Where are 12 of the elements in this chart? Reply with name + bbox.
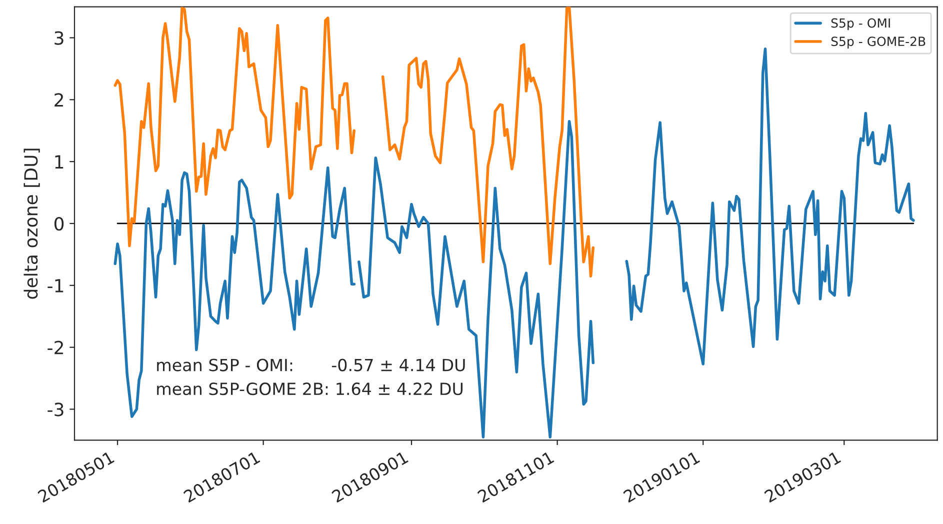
y-tick-label: -3 xyxy=(48,402,64,416)
y-tick-label: 3 xyxy=(54,31,64,45)
y-tick-label: 1 xyxy=(55,155,64,168)
legend-label: S5p - GOME-2B xyxy=(831,36,926,49)
annotation: mean S5P - OMI: -0.57 ± 4.14 DU xyxy=(157,358,465,372)
y-tick-label: -2 xyxy=(48,340,63,354)
y-tick-label: 0 xyxy=(54,216,64,231)
annotation: mean S5P-GOME 2B: 1.64 ± 4.22 DU xyxy=(157,382,462,396)
y-axis-title: delta ozone [DU] xyxy=(24,148,40,299)
y-tick-label: 2 xyxy=(54,93,63,107)
legend-label: S5p - OMI xyxy=(831,18,890,30)
y-tick-label: -1 xyxy=(48,279,64,292)
